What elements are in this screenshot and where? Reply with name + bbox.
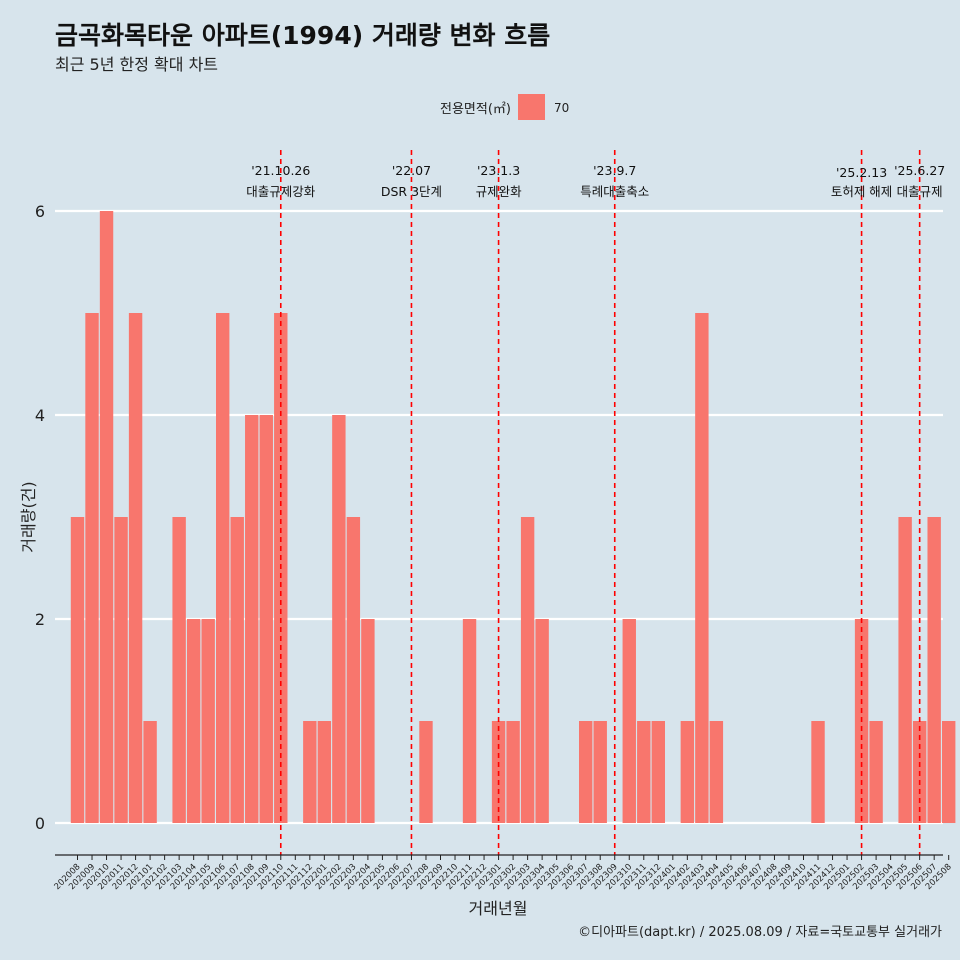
bar-202402 [680, 721, 695, 823]
bar-202012 [128, 313, 143, 823]
event-date-2: '23.1.3 [477, 163, 520, 178]
legend: 전용면적(㎡) 70 [440, 94, 569, 120]
bar-202009 [85, 313, 99, 823]
x-axis-label: 거래년월 [469, 899, 528, 918]
caption: ©디아파트(dapt.kr) / 2025.08.09 / 자료=국토교통부 실… [578, 925, 942, 940]
legend-title: 전용면적(㎡) [440, 102, 511, 117]
y-tick-4: 4 [35, 406, 45, 425]
event-label-4: 토허제 해제 [831, 184, 892, 199]
bar-202404 [709, 721, 724, 823]
bar-202011 [114, 517, 128, 823]
bar-202503 [869, 721, 883, 823]
bar-202104 [186, 619, 201, 823]
y-tick-2: 2 [35, 610, 45, 629]
bar-202204 [361, 619, 375, 823]
y-tick-6: 6 [35, 202, 45, 221]
bar-202308 [593, 721, 607, 823]
bar-202010 [99, 211, 114, 823]
event-date-3: '23.9.7 [593, 163, 636, 178]
bar-202403 [695, 313, 709, 823]
bar-202112 [303, 721, 317, 823]
bar-202105 [201, 619, 215, 823]
event-date-5: '25.6.27 [894, 163, 945, 178]
bar-202310 [622, 619, 636, 823]
event-date-0: '21.10.26 [251, 163, 310, 178]
event-label-0: 대출규제강화 [246, 184, 316, 199]
bar-202108 [245, 415, 259, 823]
bar-202103 [172, 517, 186, 823]
bar-202202 [332, 415, 346, 823]
bar-202312 [651, 721, 665, 823]
event-label-3: 특례대출축소 [580, 184, 649, 199]
chart-title: 금곡화목타운 아파트(1994) 거래량 변화 흐름 [55, 21, 550, 50]
bar-202507 [927, 517, 941, 823]
bar-202106 [216, 313, 230, 823]
bar-202505 [898, 517, 912, 823]
bar-202201 [317, 721, 332, 823]
bar-202107 [230, 517, 244, 823]
y-tick-0: 0 [35, 814, 45, 833]
chart-subtitle: 최근 5년 한정 확대 차트 [55, 55, 218, 74]
bar-202008 [70, 517, 85, 823]
bar-202304 [535, 619, 549, 823]
bar-202302 [506, 721, 520, 823]
bar-202211 [462, 619, 477, 823]
bar-202109 [259, 415, 273, 823]
bar-202311 [637, 721, 651, 823]
bar-202303 [520, 517, 535, 823]
legend-label: 70 [554, 101, 569, 115]
bars [70, 211, 956, 823]
event-date-1: '22.07 [392, 163, 431, 178]
event-markers: '21.10.26 대출규제강화 '22.07 DSR 3단계 '23.1.3 규제완화 '… [246, 150, 945, 855]
bar-202101 [143, 721, 157, 823]
event-label-5: 대출규제 [897, 184, 943, 199]
bar-202203 [346, 517, 361, 823]
bar-202307 [579, 721, 593, 823]
event-date-4: '25.2.13 [836, 165, 887, 180]
bar-202411 [811, 721, 825, 823]
bar-202508 [942, 721, 956, 823]
bar-202208 [419, 721, 433, 823]
legend-swatch [518, 94, 545, 120]
y-axis-label: 거래량(건) [19, 481, 38, 552]
event-label-2: 규제완화 [476, 184, 523, 199]
event-label-1: DSR 3단계 [381, 184, 442, 199]
